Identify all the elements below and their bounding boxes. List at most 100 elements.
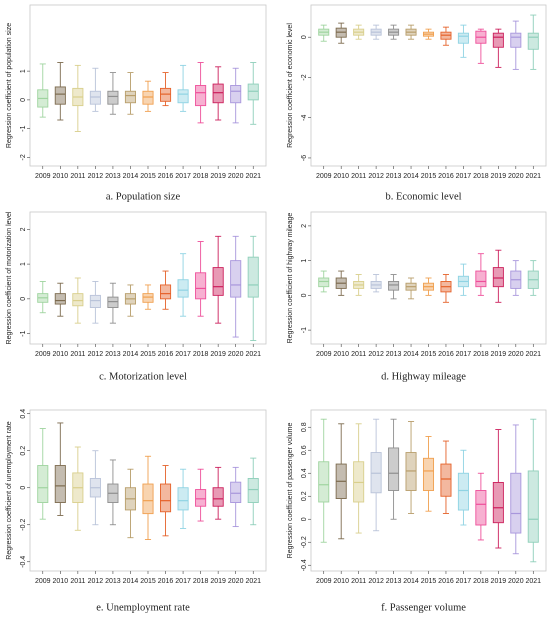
x-tick-label: 2011 <box>351 351 366 358</box>
x-tick-label: 2021 <box>245 351 261 358</box>
y-tick-label: 2 <box>20 227 27 231</box>
box <box>510 32 522 48</box>
box <box>124 90 136 104</box>
box <box>177 89 189 104</box>
x-tick-label: 2015 <box>140 578 156 585</box>
x-tick-label: 2011 <box>70 578 85 585</box>
x-tick-label: 2009 <box>316 351 332 358</box>
panel: 1 0 -1 -2 Regression coefficient of populati… <box>6 4 267 202</box>
y-tick-label: 0 <box>301 293 308 297</box>
x-tick-label: 2014 <box>403 351 419 358</box>
x-tick-label: 2020 <box>228 578 244 585</box>
box <box>475 490 487 526</box>
x-tick-label: 2019 <box>210 173 226 180</box>
x-tick-label: 2009 <box>35 173 51 180</box>
box <box>440 463 452 497</box>
x-tick-label: 2010 <box>53 173 69 180</box>
box <box>212 267 224 296</box>
box <box>527 32 539 50</box>
x-tick-label: 2019 <box>210 351 226 358</box>
x-tick-label: 2018 <box>473 351 489 358</box>
y-tick-label: 1 <box>301 259 308 263</box>
box <box>160 284 172 300</box>
box <box>107 90 119 105</box>
x-tick-label: 2009 <box>35 578 51 585</box>
y-axis-label: Regression coefficient of motorization l… <box>6 211 13 344</box>
y-tick-label: -0.2 <box>20 519 27 531</box>
box <box>247 256 259 298</box>
panel: 0.4 0.2 0 -0.2 -0.4 Regression coefficient of… <box>6 409 267 613</box>
box <box>388 281 400 291</box>
box <box>212 83 224 104</box>
x-tick-label: 2018 <box>473 173 489 180</box>
x-tick-label: 2011 <box>70 173 85 180</box>
box <box>492 482 504 524</box>
box <box>457 32 469 44</box>
x-tick-label: 2009 <box>35 351 51 358</box>
x-tick-label: 2016 <box>438 351 454 358</box>
box <box>492 267 504 288</box>
x-tick-label: 2014 <box>403 173 419 180</box>
panel: 0.8 0.6 0.4 0.2 0 -0.2 -0.4 Regression coeffici… <box>287 409 547 613</box>
box <box>318 277 330 288</box>
x-tick-label: 2019 <box>491 351 507 358</box>
box <box>195 272 207 300</box>
x-tick-label: 2018 <box>193 578 209 585</box>
x-tick-label: 2020 <box>508 351 524 358</box>
x-tick-label: 2011 <box>70 351 85 358</box>
y-tick-label: 0.6 <box>301 445 308 455</box>
box <box>89 294 101 308</box>
x-tick-label: 2013 <box>386 578 402 585</box>
x-tick-label: 2009 <box>316 578 332 585</box>
y-tick-label: 0 <box>20 297 27 301</box>
box <box>107 296 119 308</box>
y-tick-label: -1 <box>20 330 27 336</box>
box <box>142 90 154 105</box>
x-tick-label: 2015 <box>140 173 156 180</box>
x-tick-label: 2014 <box>123 173 139 180</box>
y-axis-label: Regression coefficient of unemployment r… <box>6 421 13 559</box>
panel: 2 1 0 -1 Regression coefficient of highway m… <box>287 211 547 382</box>
x-tick-label: 2014 <box>403 578 419 585</box>
x-tick-label: 2015 <box>421 173 437 180</box>
x-tick-label: 2019 <box>491 578 507 585</box>
x-tick-label: 2019 <box>491 173 507 180</box>
y-axis-label: Regression coefficient of economic level <box>287 23 294 148</box>
x-tick-label: 2012 <box>88 173 104 180</box>
x-tick-label: 2018 <box>193 351 209 358</box>
y-tick-label: 0.2 <box>20 446 27 456</box>
y-tick-label: 0.4 <box>301 468 308 478</box>
x-tick-label: 2021 <box>525 578 541 585</box>
y-tick-label: -1 <box>20 125 27 131</box>
x-tick-label: 2020 <box>228 173 244 180</box>
y-tick-label: 0 <box>301 35 308 39</box>
x-tick-label: 2019 <box>210 578 226 585</box>
box <box>510 472 522 534</box>
x-tick-label: 2018 <box>193 173 209 180</box>
x-tick-label: 2012 <box>368 351 384 358</box>
y-tick-label: 0.4 <box>20 409 27 419</box>
y-tick-label: -4 <box>301 114 308 120</box>
x-tick-label: 2021 <box>525 173 541 180</box>
x-tick-label: 2013 <box>386 351 402 358</box>
x-tick-label: 2016 <box>158 351 174 358</box>
y-axis-label: Regression coefficient of passenger volu… <box>287 423 294 559</box>
box <box>195 489 207 507</box>
panel-caption: f. Passenger volume <box>381 602 466 613</box>
box <box>247 83 259 101</box>
x-tick-label: 2013 <box>105 173 121 180</box>
x-tick-label: 2015 <box>421 351 437 358</box>
panel-caption: d. Highway mileage <box>381 371 466 382</box>
x-tick-label: 2017 <box>456 578 472 585</box>
x-tick-label: 2010 <box>53 578 69 585</box>
box <box>195 85 207 107</box>
x-tick-label: 2011 <box>351 578 366 585</box>
panel-caption: c. Motorization level <box>99 371 187 382</box>
y-tick-label: -0.2 <box>301 536 308 548</box>
panel-caption: e. Unemployment rate <box>96 602 190 613</box>
x-tick-label: 2017 <box>175 578 191 585</box>
box <box>492 32 504 48</box>
x-tick-label: 2018 <box>473 578 489 585</box>
y-tick-label: 1 <box>20 69 27 73</box>
